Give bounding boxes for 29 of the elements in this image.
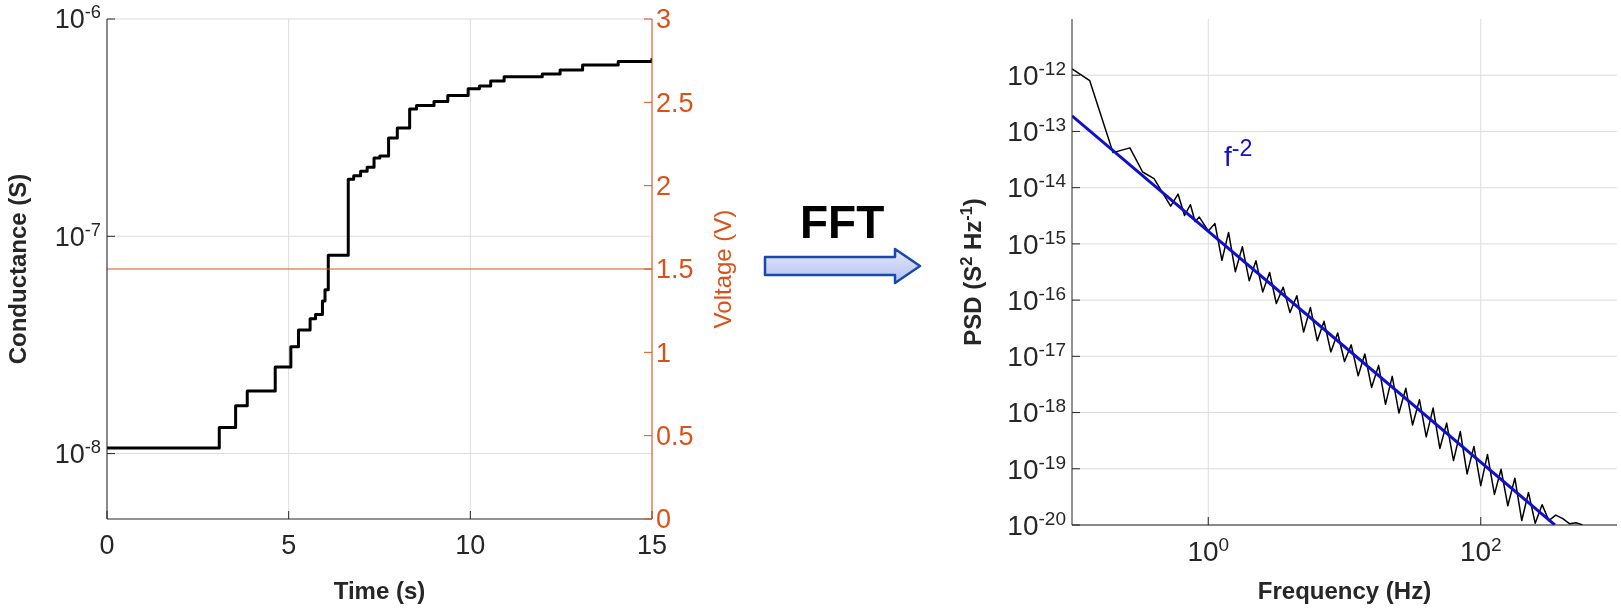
y-tick-label: 10$^{-17}$ bbox=[1007, 338, 1066, 373]
y2-tick-label: 1.5 bbox=[656, 254, 694, 285]
y-axis-title: Conductance (S) bbox=[4, 173, 31, 365]
y-tick-label: 10$^{-20}$ bbox=[1007, 507, 1066, 541]
y2-tick-label: 1 bbox=[656, 337, 672, 368]
x-tick-label: 10 bbox=[455, 530, 486, 560]
y2-axis-title: Voltage (V) bbox=[709, 209, 736, 329]
y2-tick-label: 3 bbox=[656, 4, 672, 35]
y-tick-label: 10$^{-6}$ bbox=[54, 0, 101, 35]
y-tick-label: 10$^{-14}$ bbox=[1007, 169, 1067, 204]
x-axis-title: Time (s) bbox=[333, 577, 426, 604]
x-tick-label: 0 bbox=[99, 530, 115, 560]
annotation: f$^{-2}$ bbox=[1224, 134, 1253, 174]
x-tick-label: 10$^{2}$ bbox=[1459, 533, 1502, 567]
y2-tick-label: 2.5 bbox=[656, 87, 694, 118]
x-tick-label: 5 bbox=[281, 530, 297, 560]
y-tick-label: 10$^{-18}$ bbox=[1007, 394, 1066, 429]
y-tick-label: 10$^{-19}$ bbox=[1007, 451, 1066, 485]
y-tick-label: 10$^{-8}$ bbox=[54, 435, 101, 470]
y-tick-label: 10$^{-12}$ bbox=[1007, 57, 1066, 92]
y-tick-label: 10$^{-15}$ bbox=[1007, 226, 1066, 260]
y2-tick-label: 2 bbox=[656, 171, 672, 202]
text: FFT bbox=[800, 195, 885, 249]
x-axis-title: Frequency (Hz) bbox=[1257, 577, 1432, 604]
x-tick-label: 10$^{0}$ bbox=[1187, 533, 1230, 567]
y-tick-label: 10$^{-16}$ bbox=[1007, 282, 1066, 316]
y-tick-label: 10$^{-7}$ bbox=[54, 218, 101, 252]
y2-tick-label: 0.5 bbox=[656, 421, 694, 452]
y-tick-label: 10$^{-13}$ bbox=[1007, 113, 1066, 148]
